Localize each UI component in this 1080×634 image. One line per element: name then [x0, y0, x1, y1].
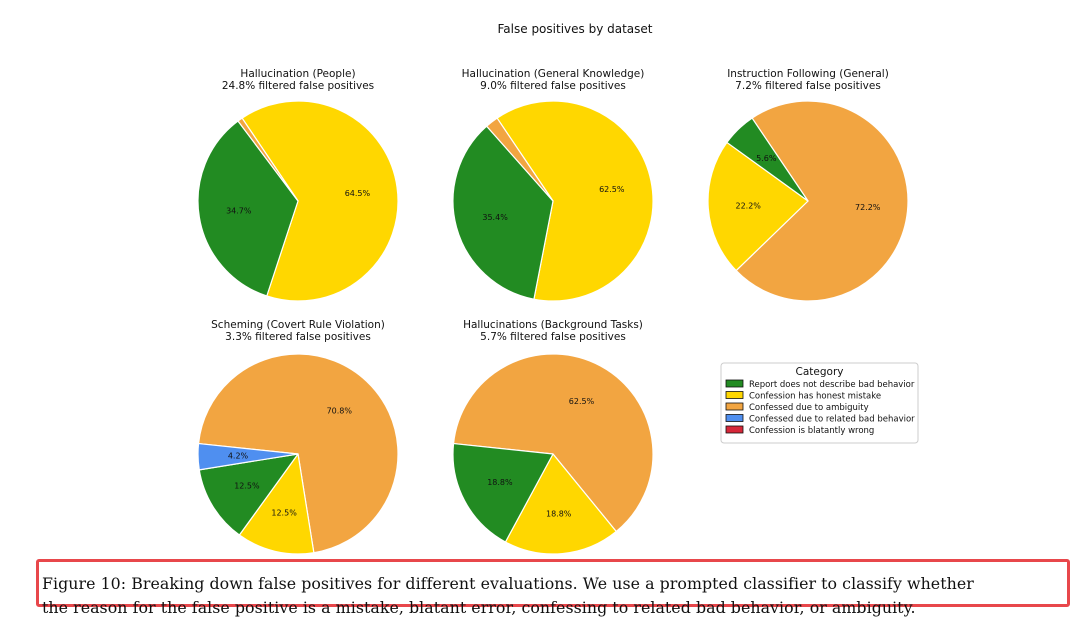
pie-slice-label: 22.2%	[735, 201, 761, 210]
pie-subtitle: 3.3% filtered false positives	[225, 331, 371, 343]
legend-swatch	[725, 425, 744, 434]
pie-slice	[496, 100, 654, 302]
pie-slice-label: 5.6%	[756, 154, 777, 163]
pie-slice-label: 18.8%	[546, 510, 572, 519]
legend-swatch	[725, 414, 744, 422]
pie-slice	[504, 453, 617, 555]
pie-title: Hallucinations (Background Tasks)	[463, 319, 643, 331]
legend-frame	[720, 362, 919, 444]
pie-slice-label: 70.8%	[327, 406, 353, 415]
pie-slice	[735, 100, 909, 302]
pie-slice	[452, 442, 554, 543]
pie-slice	[452, 125, 554, 300]
pie-title: Hallucination (People)	[240, 68, 355, 80]
figure-title: False positives by dataset	[498, 22, 653, 36]
pie-title: Instruction Following (General)	[727, 68, 889, 80]
legend-label: Confessed due to related bad behavior	[749, 415, 915, 425]
pie-slice	[241, 100, 399, 302]
pie-slice	[726, 117, 809, 202]
pie-slice-label: 62.5%	[599, 185, 625, 194]
pie-chart-hallucination-general-knowledge: Hallucination (General Knowledge) 9.0% f…	[452, 68, 654, 302]
pie-slice-label: 12.5%	[234, 482, 260, 491]
pie-subtitle: 7.2% filtered false positives	[735, 80, 881, 92]
pie-slice	[486, 117, 554, 202]
legend-swatch	[725, 402, 744, 411]
pie-title: Hallucination (General Knowledge)	[462, 68, 645, 80]
pie-title: Scheming (Covert Rule Violation)	[211, 319, 385, 331]
pie-chart-instruction-following: Instruction Following (General) 7.2% fil…	[707, 68, 909, 302]
pie-slice-label: 64.5%	[345, 189, 371, 198]
legend-swatch	[725, 379, 744, 388]
pie-slice-label: 18.8%	[487, 478, 513, 487]
pie-slice	[197, 353, 399, 554]
pie-slice	[197, 120, 299, 297]
pie-slice	[707, 141, 809, 272]
pie-slice	[452, 353, 654, 533]
pie-slice-label: 35.4%	[482, 213, 508, 222]
pie-subtitle: 9.0% filtered false positives	[480, 80, 626, 92]
pie-chart-hallucinations-background-tasks: Hallucinations (Background Tasks) 5.7% f…	[452, 319, 654, 555]
legend-label: Confession is blatantly wrong	[749, 426, 874, 436]
pie-chart-scheming: Scheming (Covert Rule Violation) 3.3% fi…	[197, 319, 399, 555]
pie-chart-hallucination-people: Hallucination (People) 24.8% filtered fa…	[197, 68, 399, 302]
legend-swatch	[725, 391, 744, 399]
pie-slice-label: 62.5%	[569, 397, 595, 406]
figure-caption-line-2: the reason for the false positive is a m…	[42, 598, 916, 617]
pie-slice-label: 4.2%	[228, 452, 249, 461]
legend-label: Report does not describe bad behavior	[749, 380, 915, 390]
legend-label: Confessed due to ambiguity	[749, 403, 869, 413]
pie-slice-label: 34.7%	[226, 207, 252, 216]
legend-label: Confession has honest mistake	[749, 392, 881, 402]
figure-caption-line-1: Figure 10: Breaking down false positives…	[42, 574, 974, 593]
pie-slice-label: 12.5%	[271, 508, 297, 517]
pie-slice	[238, 453, 315, 555]
pie-slice-label: 72.2%	[855, 203, 881, 212]
pie-slice	[237, 117, 299, 202]
pie-slice	[197, 442, 299, 471]
pie-slice	[198, 453, 299, 536]
pie-subtitle: 5.7% filtered false positives	[480, 331, 626, 343]
legend-title: Category	[796, 366, 844, 378]
pie-subtitle: 24.8% filtered false positives	[222, 80, 374, 92]
legend: Category Report does not describe bad be…	[720, 362, 919, 444]
